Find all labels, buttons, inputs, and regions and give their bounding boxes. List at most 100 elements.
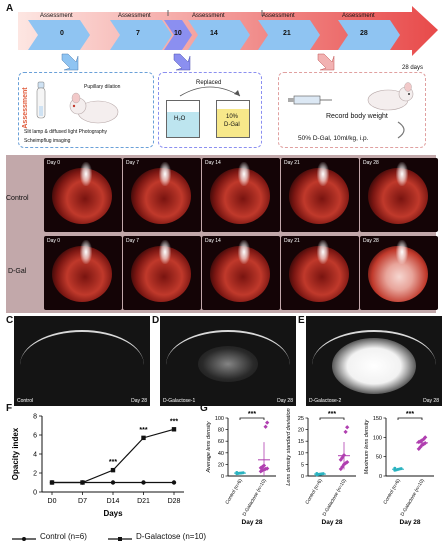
panel-letter-g: G [200,403,208,414]
y-tick-label: 5 [301,462,304,468]
eye-control-day0: Day 0 [44,158,122,232]
y-tick-label: 0 [221,474,224,480]
y-tick-label: 0 [301,474,304,480]
assessment-label-0: Assessment [40,13,73,19]
weight-box [278,72,426,148]
end-label: 28 days [402,65,424,71]
significance-label: *** [170,418,178,425]
arrow-down-icon [61,53,79,71]
dgal-point [141,435,146,441]
curved-arrow-icon [397,121,405,139]
dgal-point [110,467,116,473]
x-tick-label: Control (n=6) [224,478,243,506]
row-label-control: Control [6,195,29,202]
panel-letter-d: D [152,315,160,326]
y-tick-label: 100 [373,435,382,441]
replaced-title: Replaced [196,80,222,86]
x-tick-label: D28 [168,498,181,505]
dgal-pct: 10% [226,114,239,120]
mouse-icon [367,82,414,111]
significance-bracket [319,417,345,420]
row-label-dgal: D-Gal [8,268,27,275]
syringe-icon [288,95,332,105]
x-tick-label: D-Galactose (n=10) [322,478,348,518]
eye-dgal-day0: Day 0 [44,236,122,310]
eye-dgal-day21: Day 21 [281,236,359,310]
x-axis-title: Day 28 [242,519,263,526]
y-tick-label: 80 [218,428,224,434]
x-tick-label: Control (n=6) [382,478,401,506]
x-tick-label: Control (n=6) [304,478,323,506]
scheimpflug-dgal-2: D-Galactose-2 Day 28 [306,316,442,406]
y-tick-label: 4 [33,452,37,459]
dgal-point [423,435,428,440]
assessment-vertical-label: Assessment [22,87,29,129]
assessment-label-28: Assessment [342,13,375,19]
significance-label: *** [248,411,256,418]
control-point [241,471,245,475]
control-point [141,480,146,485]
dgal-point [263,424,268,429]
legend-dgal-label: D-Galactose (n=10) [136,532,207,541]
panel-letter-a: A [6,3,14,14]
day-0: 0 [60,30,64,37]
y-tick-label: 15 [298,439,304,445]
dgal-label: D-Gal [224,122,240,128]
mouse-icon [69,92,119,124]
x-axis-title: Day 28 [400,519,421,526]
eye-dgal-day14: Day 14 [202,236,280,310]
scheimpflug-dgal-1: D-Galactose-1 Day 28 [160,316,296,406]
y-tick-label: 8 [33,414,37,421]
significance-bracket [239,417,265,420]
pupillary-text: Pupillary dilation [84,84,121,90]
panel-letter-f: F [6,403,13,414]
significance-label: *** [139,427,147,434]
dgal-point [265,466,270,471]
replaced-box [158,72,262,148]
y-tick-label: 6 [33,433,37,440]
day-10: 10 [174,30,182,37]
x-axis-title: Day 28 [322,519,343,526]
water-label: H₂O [174,116,186,122]
assessment-line1: Slit lamp & diffused light Photography [24,129,108,135]
y-tick-label: 20 [218,462,224,468]
control-point [171,480,177,485]
control-point [110,480,116,485]
density-sd-chart: 0 5 10 15 20 25 Lens density standard deviatio… [286,408,356,526]
assessment-label-7: Assessment [118,13,151,19]
y-axis-title: Maximum lens density [364,419,370,475]
dropper-icon [36,81,46,119]
y-tick-label: 60 [218,439,224,445]
control-point [321,472,325,476]
eye-dgal-day28: Day 28 [360,236,438,310]
significance-bracket [397,417,423,420]
day-7: 7 [136,30,140,37]
eye-control-day28: Day 28 [360,158,438,232]
x-tick-label: D-Galactose (n=10) [242,478,268,518]
dgal-point [345,459,350,465]
assessment-line2: Scheimpflug imaging [24,138,71,144]
y-axis-title: Average lens density [206,420,212,473]
assessment-box [18,72,154,148]
legend-control-swatch [12,537,36,541]
series-dgal-line [52,428,175,484]
control-point [315,471,319,475]
eye-dgal-day7: Day 7 [123,236,201,310]
significance-label: *** [328,411,336,418]
y-tick-label: 0 [379,474,382,480]
dgal-point [171,427,177,432]
dgal-beaker [216,100,250,138]
y-tick-label: 20 [298,428,304,434]
y-tick-label: 100 [215,416,224,422]
dgal-point [265,420,270,425]
opacity-line-chart: 0 2 4 6 8 D0 D7 D14 D21 D28 Days Opacity index *** **… [11,414,184,518]
legend-dgal-swatch [108,537,132,541]
assessment-label-21: Assessment [262,13,295,19]
dgal-point [343,429,348,435]
dgal-point [80,480,85,485]
y-tick-label: 0 [33,490,37,497]
significance-label: *** [406,411,414,418]
weight-title: Record body weight [326,113,388,120]
